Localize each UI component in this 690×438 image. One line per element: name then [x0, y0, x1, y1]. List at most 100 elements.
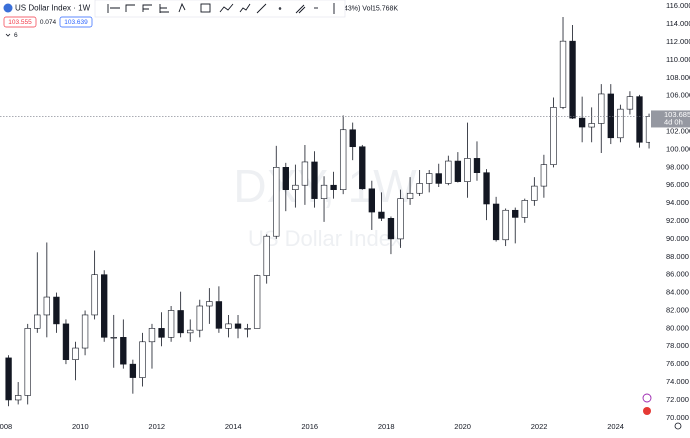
- tool-path[interactable]: [219, 3, 234, 13]
- tool-pattern[interactable]: [178, 2, 186, 13]
- spread: 0.074: [40, 19, 57, 26]
- plot-area: [0, 17, 650, 407]
- candle-body: [550, 107, 557, 165]
- y-tick-label: 96.000: [666, 180, 689, 189]
- tool-gann[interactable]: [159, 4, 169, 13]
- y-tick-label: 86.000: [666, 270, 689, 279]
- candle-body: [101, 274, 108, 338]
- countdown: 4d 0h: [664, 117, 683, 126]
- tool-dot[interactable]: [278, 7, 282, 10]
- candle-body: [110, 337, 117, 339]
- y-tick-label: 72.000: [666, 395, 689, 404]
- candle-body: [158, 328, 165, 338]
- y-tick-label: 110.000: [666, 55, 690, 64]
- candle-body: [349, 129, 356, 148]
- y-tick-label: 114.000: [666, 19, 690, 28]
- candle-body: [626, 96, 634, 110]
- candle-body: [225, 323, 232, 329]
- sell-box[interactable]: [3, 16, 37, 28]
- candle-body: [5, 357, 12, 401]
- x-tick-label: 2010: [72, 422, 89, 431]
- candle-body: [320, 184, 328, 199]
- y-tick-label: 76.000: [666, 359, 689, 368]
- candle-body: [244, 328, 251, 330]
- y-tick-label: 90.000: [666, 234, 689, 243]
- candle-body: [139, 341, 146, 378]
- y-tick-label: 78.000: [666, 341, 689, 350]
- x-tick-label: 2022: [531, 422, 548, 431]
- candle-body: [62, 323, 70, 360]
- y-tick-label: 88.000: [666, 252, 689, 261]
- candle-body: [273, 167, 280, 237]
- y-tick-label: 106.000: [666, 91, 690, 100]
- x-tick-label: 2008: [0, 422, 12, 431]
- y-tick-label: 116.000: [666, 1, 690, 10]
- candle-body: [292, 184, 299, 190]
- candle-body: [416, 183, 423, 194]
- candle-body: [43, 296, 51, 316]
- candle-body: [282, 167, 289, 190]
- buy-price[interactable]: 103.639: [64, 19, 88, 26]
- candle-body: [483, 172, 490, 205]
- candle-body: [234, 323, 242, 329]
- x-tick-label: 2012: [148, 422, 165, 431]
- x-tick-label: 2024: [607, 422, 624, 431]
- y-tick-label: 100.000: [666, 144, 690, 153]
- y-tick-label: 82.000: [666, 305, 689, 314]
- candle-body: [397, 198, 404, 240]
- sell-price[interactable]: 103.555: [8, 19, 32, 26]
- candle-body: [311, 161, 318, 199]
- candle-body: [387, 218, 395, 240]
- last-price-tag: [651, 110, 690, 128]
- candle-body: [378, 211, 385, 219]
- tool-fib[interactable]: [142, 4, 152, 12]
- candle-body: [167, 310, 175, 338]
- candle-body: [72, 347, 79, 360]
- candle-body: [81, 314, 89, 349]
- price-axis: 70.000 72.000 74.000 76.000 78.000 80.000 82.0…: [651, 1, 690, 422]
- symbol: US Dollar Index · 1W: [15, 4, 91, 13]
- last-price-label: 103.685: [664, 110, 690, 119]
- candle-body: [91, 274, 98, 316]
- indicator-count: 6: [14, 32, 18, 39]
- tool-measure[interactable]: [295, 4, 306, 14]
- y-tick-label: 84.000: [666, 288, 689, 297]
- candle-body: [215, 301, 223, 329]
- candle-body: [253, 275, 261, 329]
- candle-body: [569, 40, 576, 119]
- candle-body: [120, 337, 127, 365]
- candle-body: [445, 160, 452, 184]
- settings-icon[interactable]: [674, 422, 682, 430]
- candle-body: [14, 395, 22, 401]
- watermark-group: DXY, 1W US Dollar Index: [233, 160, 417, 251]
- flag-button[interactable]: [643, 407, 651, 415]
- volume: 43%) Vol15.768K: [344, 5, 398, 12]
- tool-rect[interactable]: [200, 3, 211, 13]
- indicators-toggle[interactable]: [5, 33, 11, 37]
- y-tick-label: 102.000: [666, 127, 690, 136]
- candle-body: [148, 328, 156, 343]
- tool-line[interactable]: [107, 4, 120, 13]
- candle-body: [206, 301, 213, 307]
- x-tick-label: 2018: [378, 422, 395, 431]
- candle-body: [330, 184, 337, 190]
- candle-body: [34, 314, 41, 329]
- candle-body: [187, 329, 194, 334]
- candle-body: [473, 158, 481, 173]
- buy-box[interactable]: [59, 16, 93, 28]
- candle-body: [540, 164, 548, 187]
- candle-body: [607, 93, 614, 139]
- y-tick-label: 112.000: [666, 37, 690, 46]
- events-icon[interactable]: [642, 393, 652, 403]
- candle-body: [177, 310, 184, 334]
- candle-body: [464, 158, 471, 182]
- candle-body: [636, 96, 643, 143]
- y-tick-label: 98.000: [666, 162, 689, 171]
- candle-body: [617, 108, 624, 139]
- tool-brush[interactable]: [256, 3, 267, 14]
- tool-ray[interactable]: [125, 4, 135, 12]
- candle-body: [368, 188, 376, 213]
- tool-projection[interactable]: [239, 3, 251, 13]
